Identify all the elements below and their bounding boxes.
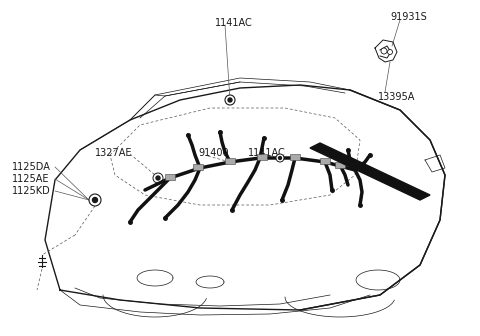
Circle shape xyxy=(381,48,387,54)
Bar xyxy=(225,158,235,164)
Text: 1327AE: 1327AE xyxy=(95,148,132,158)
Text: 1125AE: 1125AE xyxy=(12,174,49,184)
Circle shape xyxy=(276,154,284,162)
Circle shape xyxy=(228,98,232,102)
Circle shape xyxy=(93,198,97,203)
Circle shape xyxy=(278,157,281,160)
Bar xyxy=(320,158,330,164)
Text: 1125DA: 1125DA xyxy=(12,162,51,172)
Bar xyxy=(193,164,203,170)
Circle shape xyxy=(153,173,163,183)
Circle shape xyxy=(387,49,393,54)
Circle shape xyxy=(89,194,101,206)
Bar xyxy=(165,174,175,180)
Circle shape xyxy=(225,95,235,105)
Text: 91931S: 91931S xyxy=(390,12,427,22)
Polygon shape xyxy=(310,143,430,200)
Text: 13395A: 13395A xyxy=(378,92,415,102)
Bar xyxy=(290,154,300,160)
Bar xyxy=(335,162,345,168)
Text: 1125KD: 1125KD xyxy=(12,186,51,196)
Text: 91400: 91400 xyxy=(198,148,228,158)
Text: 1141AC: 1141AC xyxy=(248,148,286,158)
Text: 1141AC: 1141AC xyxy=(215,18,253,28)
Bar xyxy=(257,154,267,160)
Circle shape xyxy=(156,176,160,180)
